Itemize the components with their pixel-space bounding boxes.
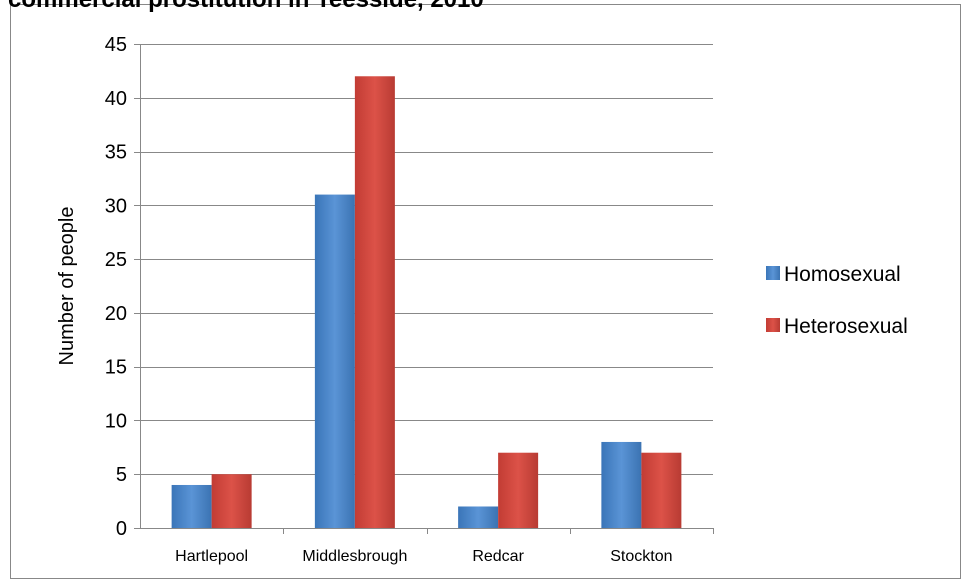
legend-label-homosexual: Homosexual <box>784 263 901 286</box>
legend-label-heterosexual: Heterosexual <box>784 315 908 338</box>
legend-item-homosexual: Homosexual <box>766 263 901 286</box>
y-tick-label: 30 <box>105 195 127 217</box>
y-axis-label: Number of people <box>56 207 78 366</box>
bar-homosexual-stockton <box>601 441 642 528</box>
x-tick-label-middlesbrough: Middlesbrough <box>302 548 407 565</box>
bar-homosexual-redcar <box>458 506 499 528</box>
chart-border <box>10 4 961 579</box>
bar-heterosexual-redcar <box>498 452 539 528</box>
y-tick-label: 35 <box>105 142 127 164</box>
x-tick-label-hartlepool: Hartlepool <box>175 548 248 565</box>
y-tick-label: 10 <box>105 410 127 432</box>
legend-swatch-homosexual <box>766 266 780 280</box>
bar-heterosexual-hartlepool <box>211 474 252 528</box>
bars <box>171 76 682 529</box>
x-tick-label-stockton: Stockton <box>610 548 672 565</box>
y-tick-label: 20 <box>105 303 127 325</box>
bar-heterosexual-middlesbrough <box>354 76 395 529</box>
y-tick-label: 45 <box>105 34 127 56</box>
legend-item-heterosexual: Heterosexual <box>766 315 908 338</box>
y-tick-label: 5 <box>116 464 127 486</box>
chart-title: commercial prostitution in Teesside, 201… <box>8 0 484 13</box>
y-tick-label: 25 <box>105 249 127 271</box>
y-tick-label: 40 <box>105 88 127 110</box>
bar-heterosexual-stockton <box>641 452 682 528</box>
x-tick-label-redcar: Redcar <box>472 548 524 565</box>
grid-lines <box>134 44 714 534</box>
y-tick-label: 15 <box>105 357 127 379</box>
x-axis-tick-labels: Hartlepool Middlesbrough Redcar Stockton <box>175 548 672 565</box>
legend: Homosexual Heterosexual <box>766 263 908 338</box>
y-tick-label: 0 <box>116 518 127 540</box>
bar-homosexual-hartlepool <box>171 484 212 528</box>
legend-swatch-heterosexual <box>766 318 780 332</box>
y-axis-tick-labels: 0 5 10 15 20 25 30 35 40 45 <box>105 34 127 540</box>
bar-homosexual-middlesbrough <box>314 194 355 529</box>
